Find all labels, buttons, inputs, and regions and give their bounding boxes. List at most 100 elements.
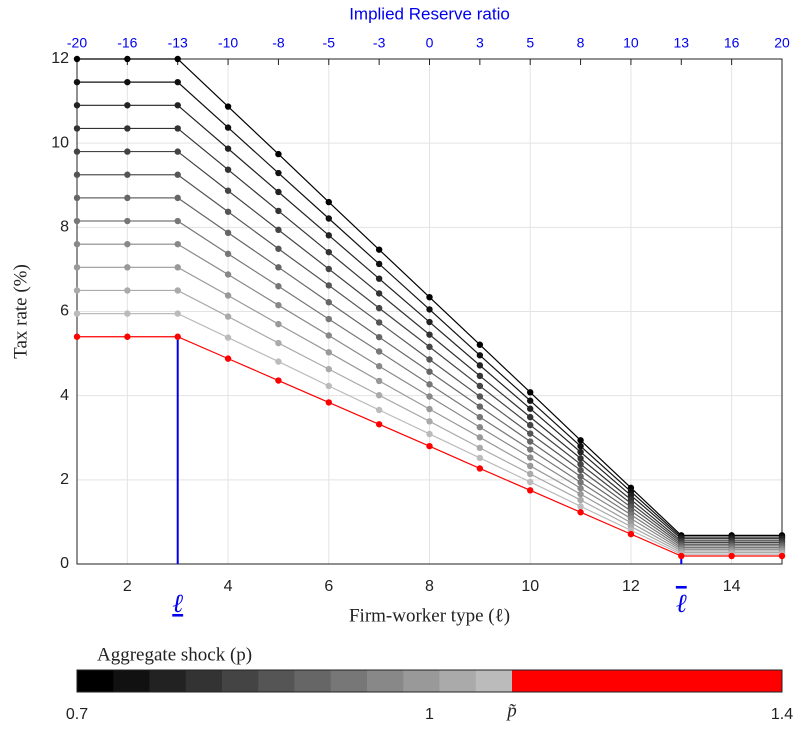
x2-tick-label: 0 (426, 35, 434, 51)
x-tick-label: 14 (723, 578, 741, 595)
point (73, 102, 81, 109)
colorbar-cell (367, 670, 404, 692)
point (73, 78, 81, 86)
point (527, 413, 534, 421)
marker-label: ℓ (676, 589, 687, 618)
point (124, 148, 131, 155)
colorbar-cell (149, 670, 187, 692)
point (426, 331, 433, 338)
point (325, 365, 332, 373)
point (476, 362, 484, 369)
point (224, 292, 232, 299)
point (527, 389, 534, 396)
point (476, 434, 484, 441)
point (73, 287, 81, 294)
point (325, 282, 332, 289)
y-tick-label: 2 (60, 471, 69, 488)
point (375, 406, 383, 414)
point (275, 283, 282, 290)
point (375, 348, 383, 355)
x2-tick-label: 16 (724, 35, 740, 51)
point (426, 381, 433, 388)
x2-tick-label: -10 (218, 35, 238, 51)
point (527, 405, 534, 412)
point (174, 264, 181, 271)
point (224, 187, 232, 194)
point (275, 377, 282, 384)
point (224, 166, 232, 173)
y-axis-label: Tax rate (%) (10, 264, 31, 359)
point (778, 552, 786, 560)
point (476, 465, 484, 472)
point (577, 479, 584, 486)
point (375, 246, 383, 253)
colorbar-cell (222, 670, 259, 692)
point (426, 293, 433, 301)
y-tick-label: 0 (60, 555, 69, 572)
point (224, 208, 232, 215)
point (577, 509, 584, 516)
point (73, 217, 81, 225)
point (527, 462, 534, 470)
point (73, 264, 81, 271)
point (124, 310, 131, 317)
x-tick-label: 6 (324, 578, 333, 595)
point (325, 248, 332, 256)
point (577, 490, 584, 498)
point (426, 306, 433, 313)
point (275, 226, 282, 234)
colorbar-marker-label: p̃ (505, 700, 517, 721)
point (678, 552, 685, 560)
x-tick-label: 8 (425, 578, 434, 595)
point (174, 217, 181, 225)
point (577, 442, 584, 450)
point (527, 478, 534, 486)
point (476, 413, 484, 421)
point (224, 145, 232, 152)
point (325, 215, 332, 222)
point (527, 470, 534, 478)
point (375, 421, 383, 428)
point (426, 318, 433, 326)
y-tick-label: 10 (51, 134, 69, 151)
point (375, 392, 383, 399)
point (73, 333, 81, 340)
point (275, 358, 282, 365)
x-axis-label: Firm-worker type (ℓ) (349, 605, 510, 626)
point (174, 148, 181, 155)
point (476, 444, 484, 452)
x-tick-label: 12 (622, 578, 640, 595)
point (275, 339, 282, 347)
point (174, 55, 181, 63)
point (224, 250, 232, 258)
point (325, 265, 332, 273)
colorbar-tick-label: 1.4 (771, 706, 793, 723)
point (577, 455, 584, 462)
point (174, 125, 181, 132)
point (375, 290, 383, 297)
point (426, 356, 433, 363)
colorbar-cell (475, 670, 513, 692)
x2-tick-label: -16 (117, 35, 137, 51)
point (174, 171, 181, 178)
point (73, 125, 81, 132)
colorbar-cell (294, 670, 332, 692)
point (476, 372, 484, 380)
point (527, 430, 534, 437)
point (476, 393, 484, 400)
point (476, 454, 484, 462)
point (325, 382, 332, 390)
colorbar-tick-label: 1 (425, 706, 434, 723)
point (124, 333, 131, 340)
point (275, 264, 282, 271)
colorbar-cell (512, 670, 782, 692)
point (124, 194, 131, 202)
chart-title: Implied Reserve ratio (349, 4, 510, 23)
point (375, 377, 383, 385)
point (73, 194, 81, 202)
point (577, 466, 584, 474)
point (275, 320, 282, 328)
point (325, 349, 332, 356)
point (73, 310, 81, 317)
